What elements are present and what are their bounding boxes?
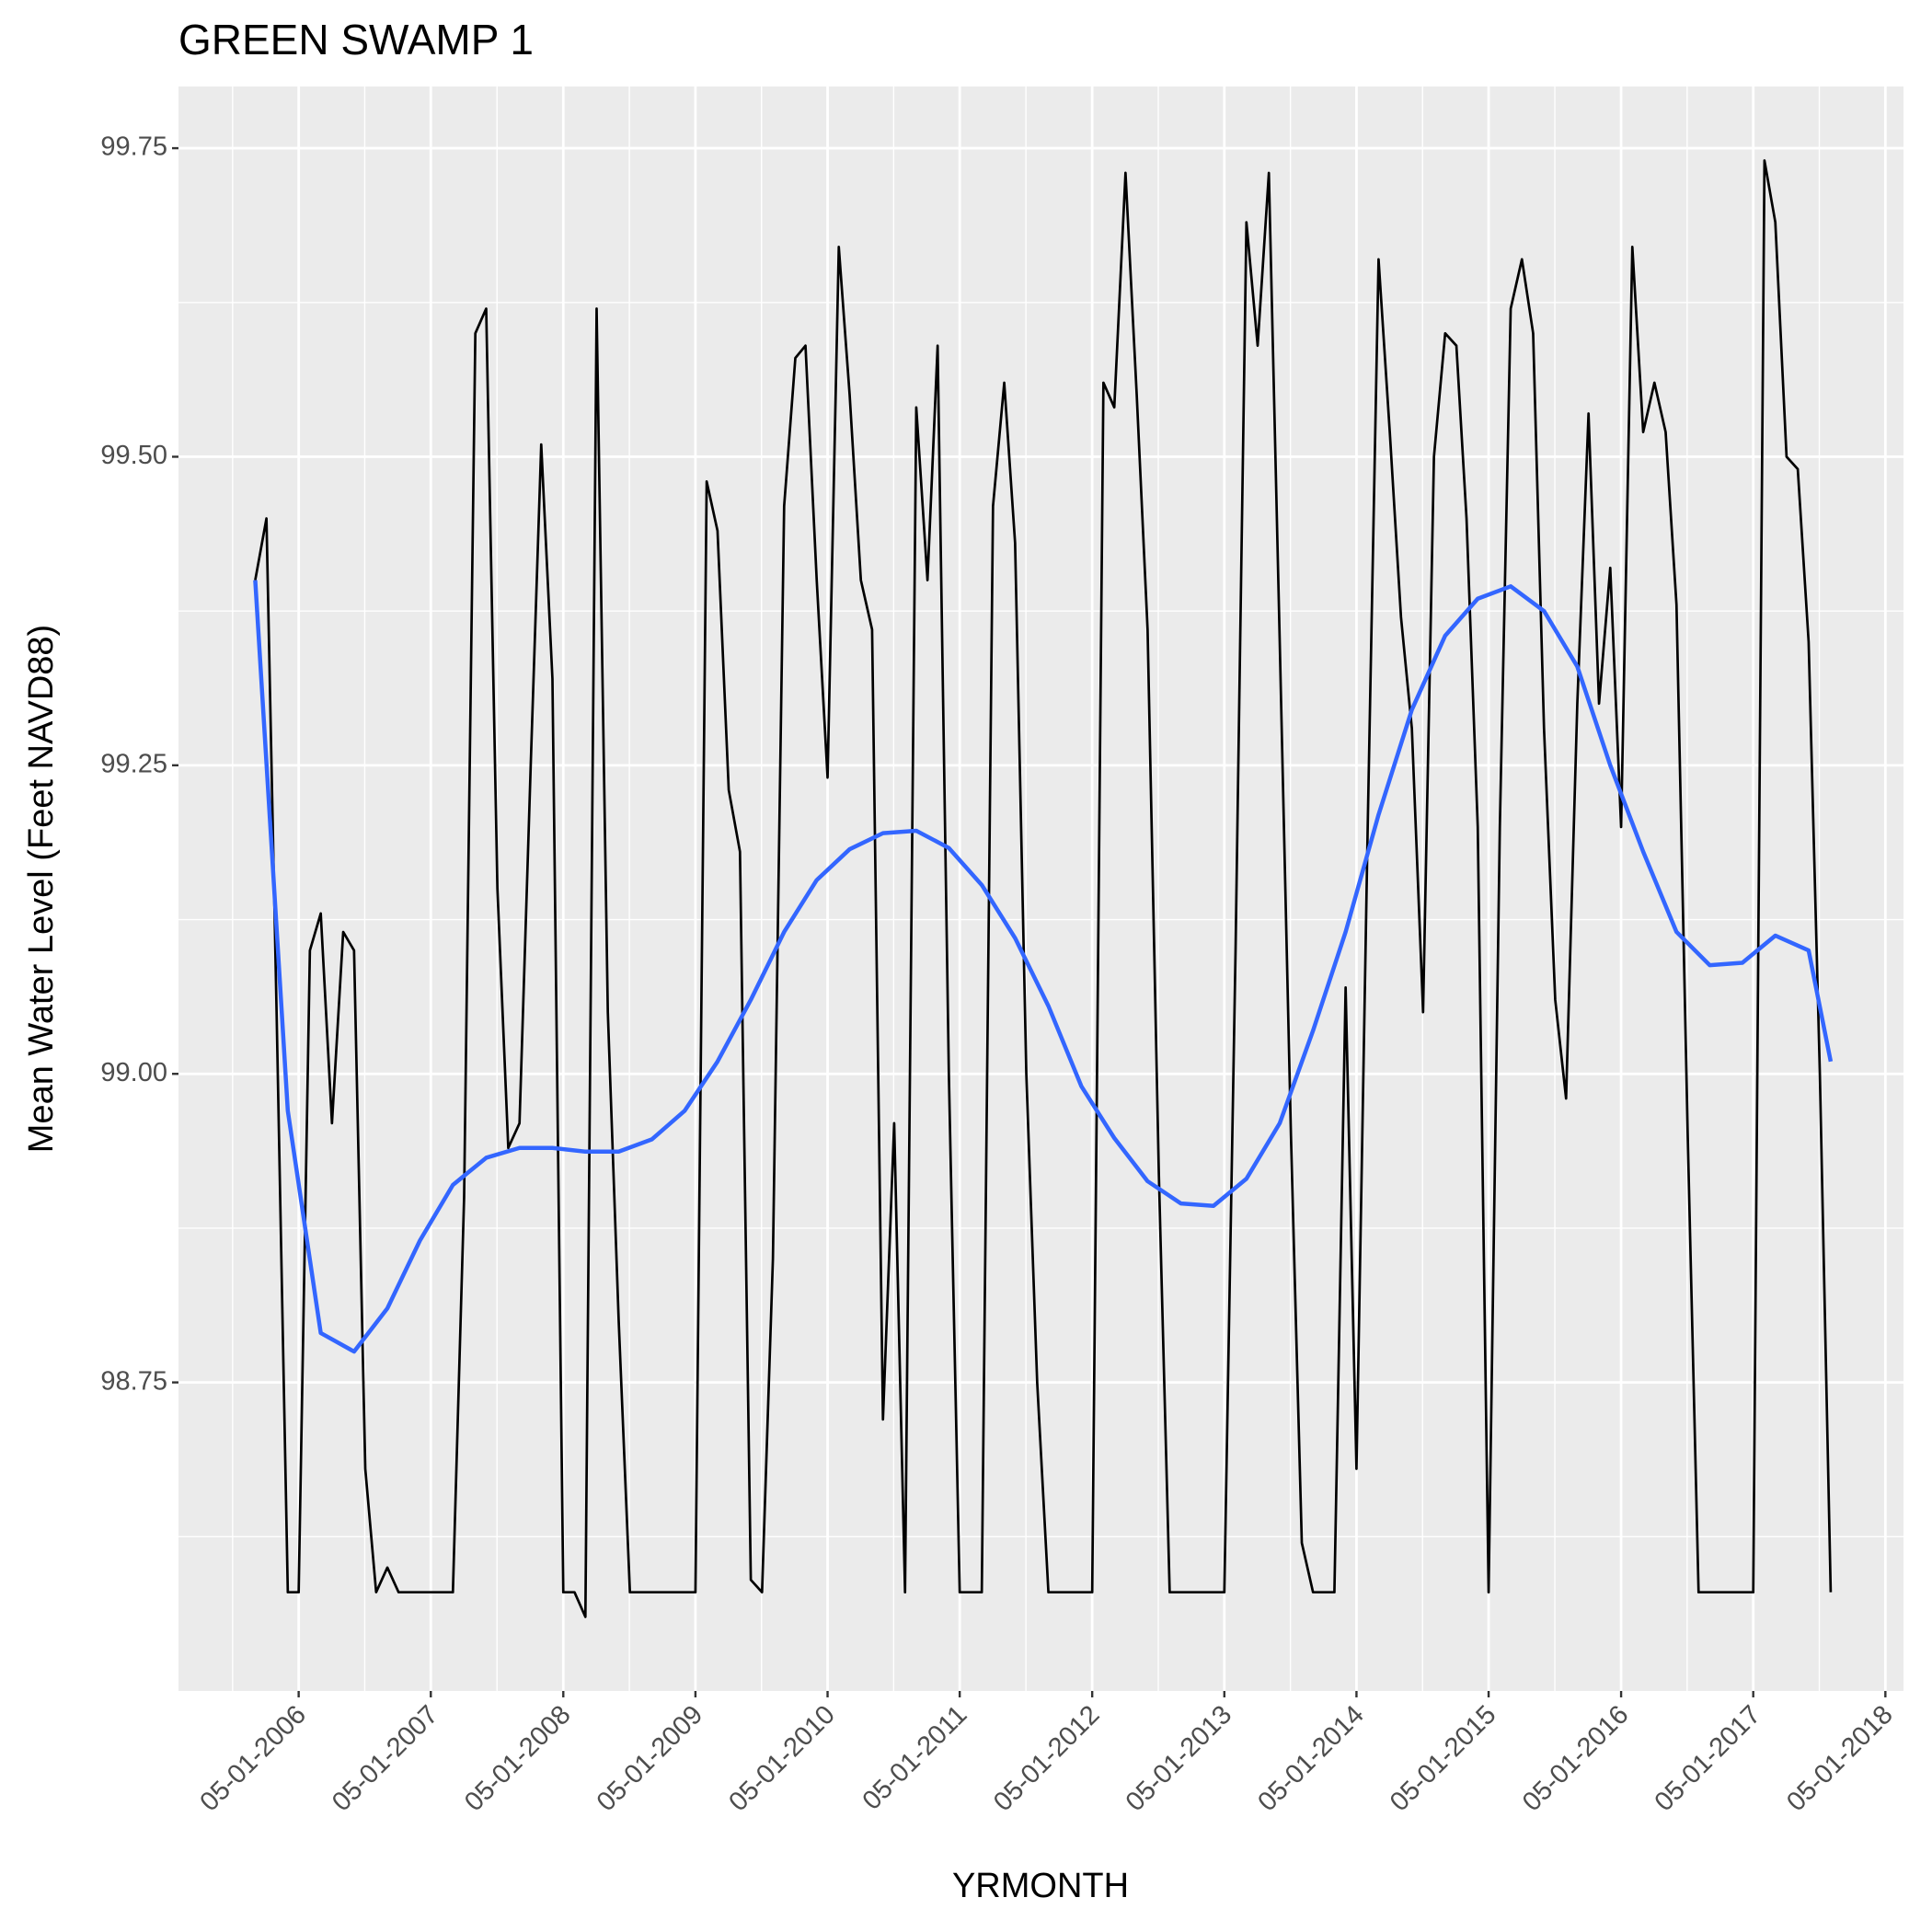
y-tick-label: 99.00	[100, 1058, 167, 1087]
y-tick-label: 99.50	[100, 441, 167, 470]
line	[254, 159, 1833, 1618]
lines	[253, 159, 1834, 1618]
chart-title: GREEN SWAMP 1	[178, 16, 534, 63]
plot-panel	[178, 86, 1903, 1691]
y-tick-label: 99.25	[100, 750, 167, 779]
y-axis-title: Mean Water Level (Feet NAVD88)	[22, 625, 61, 1153]
x-axis-title: YRMONTH	[952, 1867, 1129, 1905]
line	[253, 580, 1834, 1354]
y-tick-label: 99.75	[100, 132, 167, 162]
y-tick-label: 98.75	[100, 1366, 167, 1396]
